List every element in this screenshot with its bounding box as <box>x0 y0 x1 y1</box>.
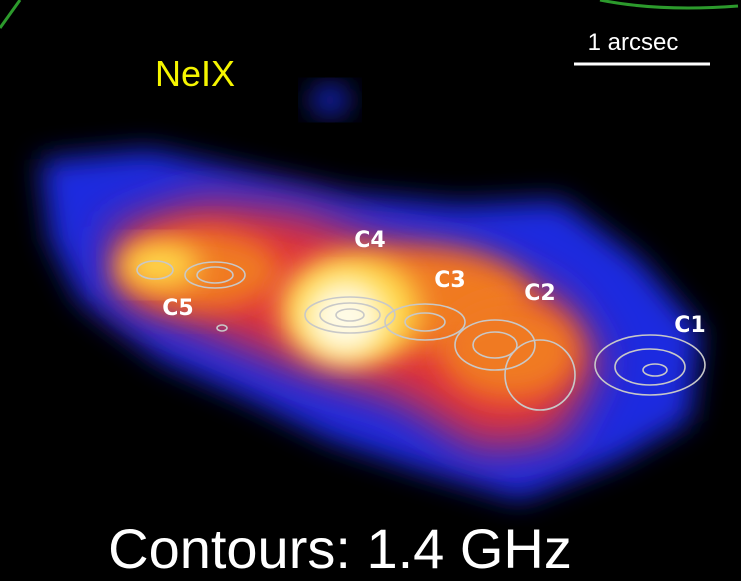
image: NeIX 1 arcsec C1 C2 C3 C4 C5 Contours: 1… <box>0 0 741 581</box>
component-label: C1 <box>674 313 705 338</box>
component-label: C5 <box>162 296 193 321</box>
scale-bar-label: 1 arcsec <box>588 29 679 56</box>
title: NeIX <box>155 53 235 94</box>
caption: Contours: 1.4 GHz <box>108 517 572 580</box>
component-label: C2 <box>524 281 555 306</box>
component-label: C3 <box>434 268 465 293</box>
page: {"title": "NeIX", "scale_bar": "1 arcsec… <box>0 0 741 581</box>
component-label: C4 <box>354 228 385 253</box>
